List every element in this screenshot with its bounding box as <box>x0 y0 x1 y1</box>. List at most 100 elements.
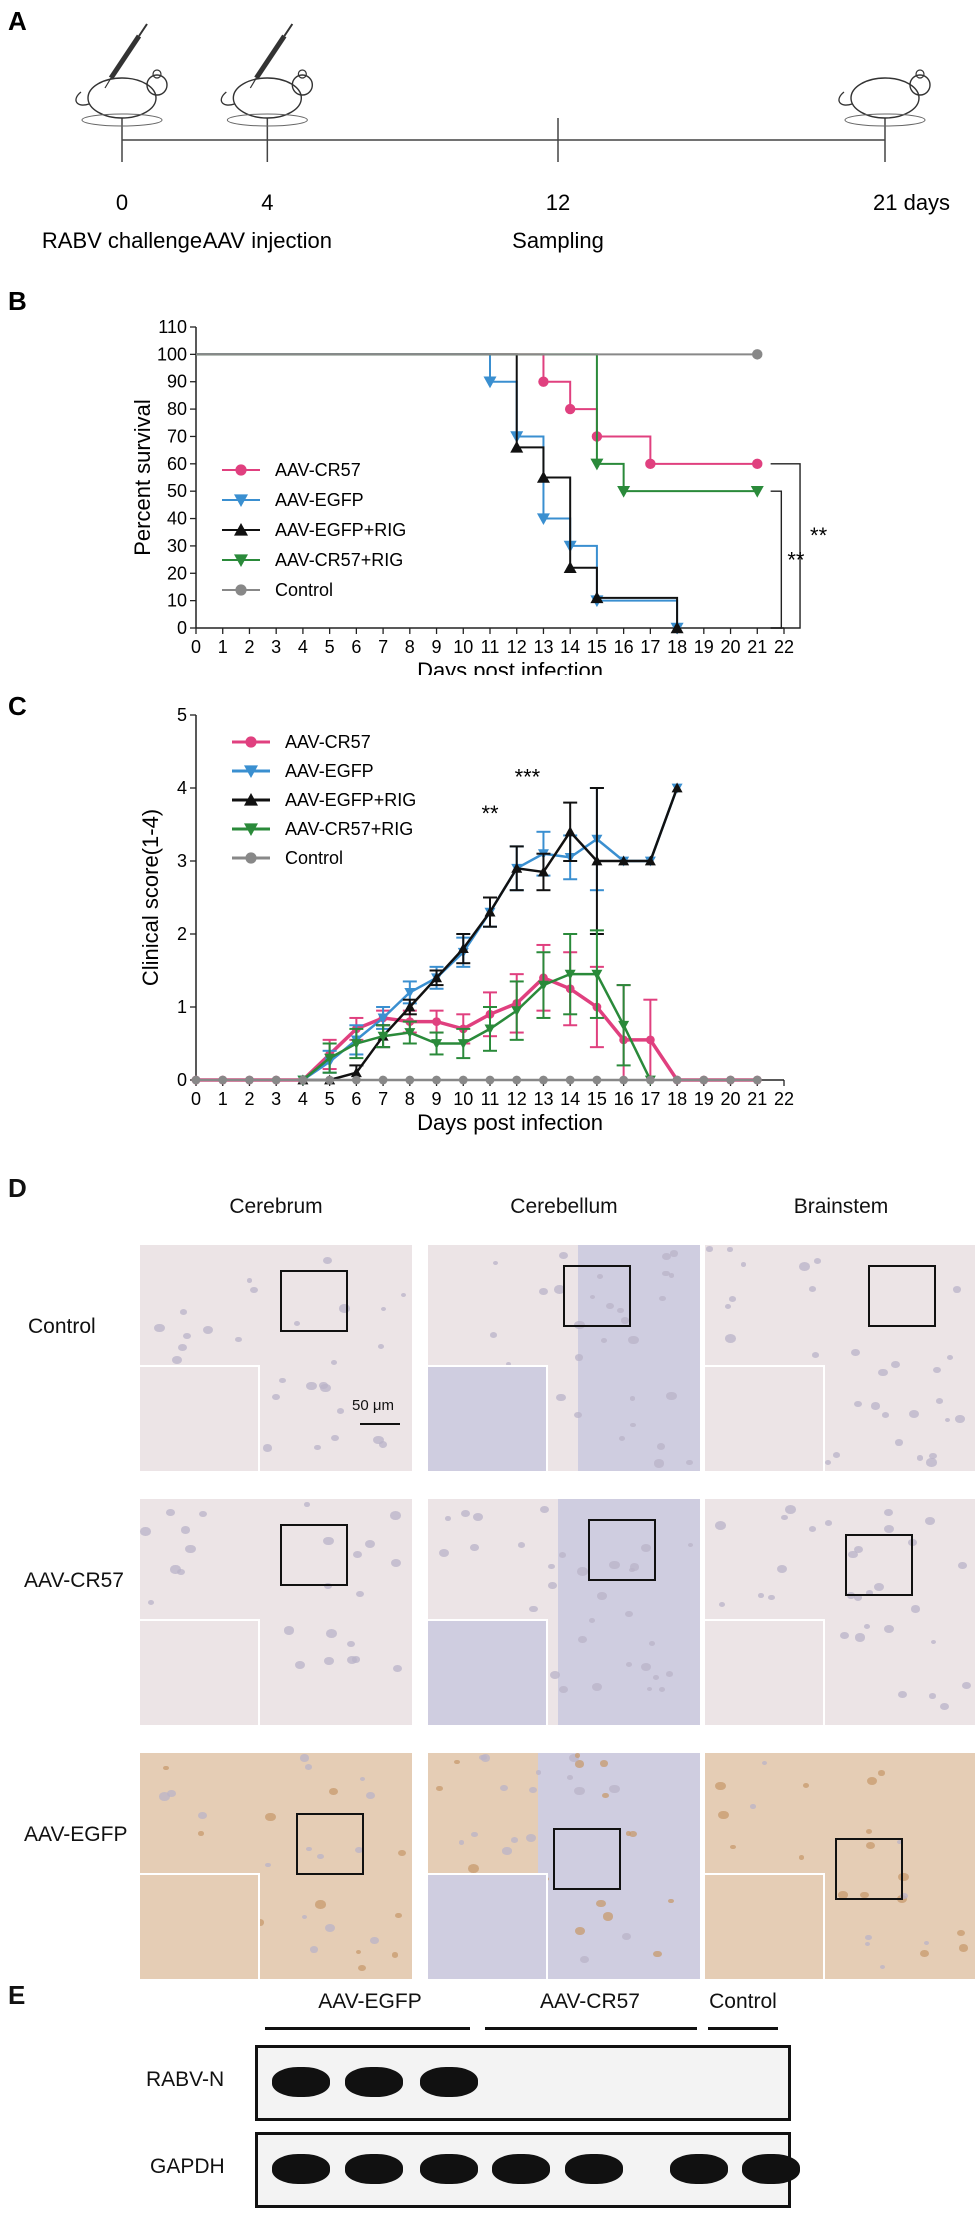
cell-nucleus <box>390 1558 401 1567</box>
blot-band <box>345 2154 403 2184</box>
data-point <box>537 866 549 877</box>
cell-nucleus <box>923 1941 930 1946</box>
cell-nucleus <box>377 1343 384 1349</box>
cell-nucleus <box>506 1362 512 1367</box>
cell-nucleus <box>265 1862 272 1868</box>
data-point <box>510 440 524 453</box>
cell-nucleus <box>574 1760 585 1768</box>
timeline-event-label: RABV challenge <box>42 228 202 253</box>
x-tick-label: 4 <box>298 637 308 657</box>
x-tick-label: 4 <box>298 1089 308 1109</box>
legend-swatch-marker <box>235 584 247 596</box>
cell-nucleus <box>323 1536 335 1546</box>
mouse-icon <box>838 69 931 127</box>
cell-nucleus <box>870 1402 880 1410</box>
cell-nucleus <box>325 1923 336 1932</box>
cell-nucleus <box>944 1417 951 1423</box>
cell-nucleus <box>602 1912 614 1921</box>
cell-nucleus <box>575 1927 585 1936</box>
cell-nucleus <box>641 1663 651 1672</box>
cell-nucleus <box>839 1631 850 1640</box>
syringe-needle <box>104 77 112 89</box>
data-point <box>538 376 549 387</box>
region-of-interest-box <box>588 1519 656 1581</box>
data-point <box>670 621 684 634</box>
cell-nucleus <box>936 1398 944 1404</box>
cell-nucleus <box>558 1686 568 1694</box>
cell-nucleus <box>540 1506 549 1514</box>
blot-group-bar <box>708 2027 778 2030</box>
legend-entry: AAV-EGFP <box>275 490 364 510</box>
cell-nucleus <box>179 1309 187 1315</box>
timeline-event-label: AAV injection <box>203 228 332 253</box>
cell-nucleus <box>853 1400 862 1408</box>
significance-bracket <box>770 463 801 629</box>
cell-nucleus <box>776 1564 787 1573</box>
series-line <box>196 975 758 1082</box>
cell-nucleus <box>326 1629 338 1638</box>
cell-nucleus <box>617 1307 624 1313</box>
histology-row-label: AAV-CR57 <box>24 1569 124 1592</box>
significance-label: *** <box>515 764 541 789</box>
syringe-plunger <box>283 23 294 37</box>
cell-nucleus <box>468 1864 479 1874</box>
cell-nucleus <box>140 1527 151 1536</box>
cell-nucleus <box>472 1513 483 1521</box>
data-point <box>618 855 630 866</box>
cell-nucleus <box>324 1657 334 1666</box>
histology-row-label: AAV-EGFP <box>24 1823 128 1846</box>
significance-label: ** <box>481 801 499 826</box>
cell-nucleus <box>873 1583 884 1592</box>
series-line <box>302 972 652 1081</box>
cell-nucleus <box>317 1853 324 1859</box>
data-point <box>271 1075 281 1085</box>
x-tick-label: 6 <box>351 637 361 657</box>
cell-nucleus <box>883 1624 894 1633</box>
region-of-interest-box <box>835 1838 903 1900</box>
legend-entry: AAV-CR57 <box>285 732 371 752</box>
x-tick-label: 7 <box>378 637 388 657</box>
cell-nucleus <box>962 1681 972 1690</box>
cell-nucleus <box>262 1444 272 1452</box>
data-point <box>404 988 416 998</box>
cell-nucleus <box>294 1661 305 1670</box>
data-point <box>351 1075 361 1085</box>
data-point <box>752 458 763 470</box>
blot-membrane <box>255 2045 791 2121</box>
cell-nucleus <box>198 1811 207 1819</box>
cell-nucleus <box>714 1521 726 1531</box>
timeline-event-label: Sampling <box>512 228 604 253</box>
cell-nucleus <box>493 1261 499 1266</box>
cell-nucleus <box>391 1952 399 1958</box>
cell-nucleus <box>526 1833 537 1843</box>
cell-nucleus <box>568 1753 579 1762</box>
mouse-body <box>232 77 303 119</box>
mouse-syringe-icon <box>75 23 168 127</box>
data-point <box>645 1035 655 1045</box>
cell-nucleus <box>809 1526 817 1532</box>
syringe-barrel <box>254 34 287 80</box>
cell-nucleus <box>392 1665 402 1673</box>
cell-nucleus <box>439 1549 450 1558</box>
cell-nucleus <box>727 1247 733 1252</box>
data-point <box>563 561 577 573</box>
data-point <box>405 1075 415 1085</box>
cell-nucleus <box>910 1605 921 1613</box>
cell-nucleus <box>589 1294 595 1299</box>
legend-entry: AAV-EGFP+RIG <box>285 790 416 810</box>
cell-nucleus <box>352 1550 362 1558</box>
legend-swatch-marker <box>234 494 248 507</box>
data-point <box>431 1039 443 1049</box>
data-point <box>750 485 764 498</box>
cell-nucleus <box>301 1914 308 1920</box>
x-tick-label: 21 <box>747 637 767 657</box>
data-point <box>591 969 603 980</box>
y-tick-label: 40 <box>167 509 187 529</box>
cell-nucleus <box>629 1830 637 1837</box>
cell-nucleus <box>728 1295 737 1302</box>
cell-nucleus <box>460 1510 470 1518</box>
blot-band <box>345 2067 403 2097</box>
cell-nucleus <box>471 1832 478 1838</box>
data-point <box>404 1028 416 1039</box>
